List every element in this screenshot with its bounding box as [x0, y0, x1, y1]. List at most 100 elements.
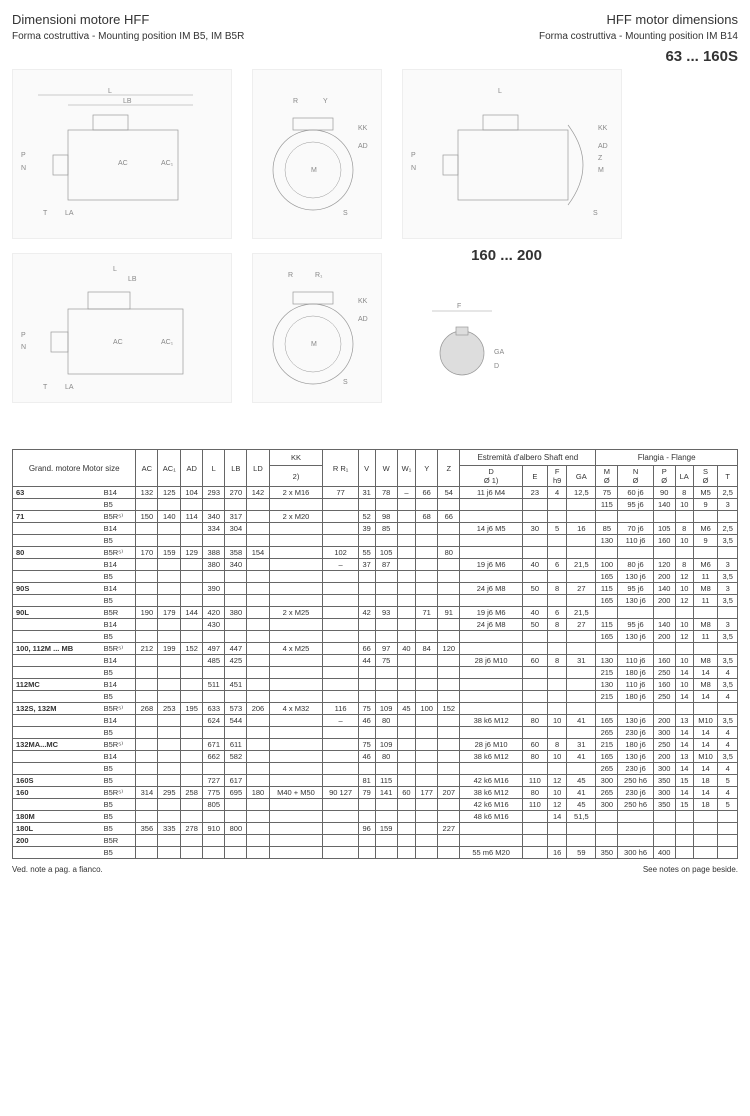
- cell: 110 j6: [618, 679, 653, 691]
- cell: [567, 763, 596, 775]
- cell: [269, 547, 323, 559]
- cell: 270: [225, 487, 247, 499]
- cell: 215: [596, 667, 618, 679]
- cell: [547, 631, 567, 643]
- cell: [416, 691, 438, 703]
- cell: 31: [567, 655, 596, 667]
- cell-motor-size: 100, 112M ... MB: [13, 643, 102, 655]
- cell: [596, 643, 618, 655]
- cell: [323, 679, 358, 691]
- cell: [269, 691, 323, 703]
- cell: [225, 811, 247, 823]
- cell-mount-type: B5: [102, 799, 136, 811]
- cell: [225, 499, 247, 511]
- cell: [269, 847, 323, 859]
- cell: 115: [596, 499, 618, 511]
- cell: [358, 595, 375, 607]
- cell: [358, 763, 375, 775]
- cell: [397, 811, 415, 823]
- cell: 160: [653, 679, 675, 691]
- cell: [438, 523, 460, 535]
- cell: 14: [693, 667, 718, 679]
- cell: [358, 631, 375, 643]
- cell: [547, 763, 567, 775]
- cell: [397, 715, 415, 727]
- cell: [203, 631, 225, 643]
- cell: [136, 691, 158, 703]
- cell: [375, 571, 397, 583]
- cell: 12: [675, 631, 693, 643]
- cell: 70 j6: [618, 523, 653, 535]
- cell: [323, 595, 358, 607]
- cell: [158, 775, 181, 787]
- cell: [397, 535, 415, 547]
- cell: 80: [522, 715, 547, 727]
- cell: [547, 595, 567, 607]
- cell: 12: [547, 775, 567, 787]
- cell: 30: [522, 523, 547, 535]
- cell: [522, 499, 547, 511]
- cell: 230 j6: [618, 787, 653, 799]
- cell: 199: [158, 643, 181, 655]
- cell: 13: [675, 715, 693, 727]
- cell: 200: [653, 715, 675, 727]
- cell: [397, 751, 415, 763]
- cell: [693, 835, 718, 847]
- cell: [225, 595, 247, 607]
- cell: M10: [693, 751, 718, 763]
- cell: [323, 823, 358, 835]
- cell: [718, 511, 738, 523]
- cell: 75: [375, 655, 397, 667]
- cell: [596, 811, 618, 823]
- cell: 6: [547, 559, 567, 571]
- cell: 340: [203, 511, 225, 523]
- cell: [718, 547, 738, 559]
- cell: 104: [181, 487, 203, 499]
- motor-svg-2: [253, 70, 383, 240]
- cell: [438, 811, 460, 823]
- cell-mount-type: B5: [102, 595, 136, 607]
- cell: 447: [225, 643, 247, 655]
- cell: [247, 679, 269, 691]
- cell: 671: [203, 739, 225, 751]
- cell: [438, 499, 460, 511]
- sub-en: Forma costruttiva - Mounting position IM…: [539, 31, 738, 42]
- cell: [247, 811, 269, 823]
- table-row: B5165130 j620012113,5: [13, 595, 738, 607]
- cell: [247, 739, 269, 751]
- cell: 85: [375, 523, 397, 535]
- cell: [460, 535, 523, 547]
- cell: [323, 511, 358, 523]
- cell: [158, 727, 181, 739]
- cell: 51,5: [567, 811, 596, 823]
- cell: 9: [693, 499, 718, 511]
- cell: 4 x M25: [269, 643, 323, 655]
- cell-motor-size: [13, 559, 102, 571]
- cell: [416, 583, 438, 595]
- cell: [397, 727, 415, 739]
- cell: [460, 703, 523, 715]
- cell: [323, 619, 358, 631]
- cell: [323, 535, 358, 547]
- cell: [547, 679, 567, 691]
- cell-mount-type: B5R⁵⁾: [102, 547, 136, 559]
- cell: [269, 631, 323, 643]
- cell: [693, 823, 718, 835]
- cell: [718, 703, 738, 715]
- cell: [416, 811, 438, 823]
- diagram-row-1: L LB P N T LA AC AC₁ R Y KK AD M S L P N…: [12, 69, 738, 239]
- cell: [416, 679, 438, 691]
- cell: [596, 823, 618, 835]
- cell: [416, 667, 438, 679]
- cell: [136, 583, 158, 595]
- cell: 5: [547, 523, 567, 535]
- cell: 5: [718, 799, 738, 811]
- cell: 10: [675, 535, 693, 547]
- cell: [225, 583, 247, 595]
- cell: 48 k6 M16: [460, 811, 523, 823]
- cell: [375, 799, 397, 811]
- diagram-row-2: L LB P N T LA AC AC₁ R R₁ KK AD M S 160 …: [12, 253, 738, 435]
- cell: M8: [693, 583, 718, 595]
- cell: [693, 703, 718, 715]
- cell: [718, 811, 738, 823]
